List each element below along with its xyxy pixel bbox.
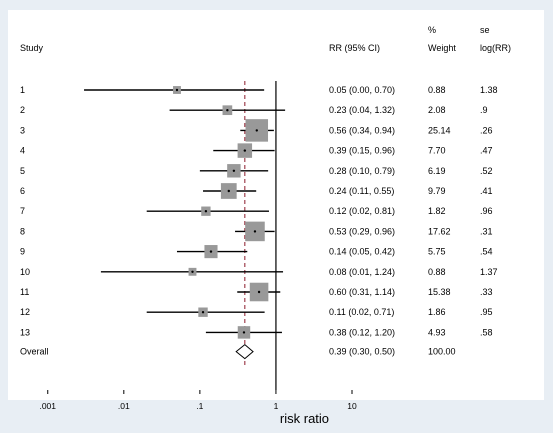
point-estimate — [257, 290, 261, 294]
x-tick-label: .01 — [118, 401, 130, 411]
weight-value: 17.62 — [428, 226, 451, 236]
se-value: .41 — [480, 186, 493, 196]
header-weight-percent: % — [428, 25, 436, 35]
rr-ci-value: 0.12 (0.02, 0.81) — [329, 206, 395, 216]
point-estimate — [201, 311, 205, 314]
header-weight: Weight — [428, 43, 456, 53]
weight-value: 7.70 — [428, 146, 446, 156]
study-label: 10 — [20, 267, 30, 277]
weight-value: 4.93 — [428, 327, 446, 337]
point-estimate — [226, 109, 229, 112]
study-label: 11 — [20, 287, 29, 297]
rr-ci-value: 0.08 (0.01, 1.24) — [329, 267, 395, 277]
rr-ci-value: 0.11 (0.02, 0.71) — [329, 307, 394, 317]
se-value: .54 — [480, 247, 493, 257]
se-value: 1.38 — [480, 85, 498, 95]
point-estimate — [175, 88, 179, 92]
overall-diamond — [235, 343, 254, 360]
header-rr: RR (95% CI) — [329, 43, 380, 53]
study-label: 8 — [20, 226, 25, 236]
point-estimate — [209, 250, 213, 253]
weight-value: 2.08 — [428, 105, 446, 115]
se-value: .31 — [480, 226, 493, 236]
study-label: 3 — [20, 125, 25, 135]
weight-value: 25.14 — [428, 125, 451, 135]
rr-ci-value: 0.14 (0.05, 0.42) — [329, 247, 395, 257]
se-value: .26 — [480, 125, 493, 135]
rr-ci-value: 0.56 (0.34, 0.94) — [329, 125, 395, 135]
x-tick-label: .001 — [39, 401, 56, 411]
x-tick-label: .1 — [196, 401, 203, 411]
weight-value: 6.19 — [428, 166, 446, 176]
se-value: .47 — [480, 146, 493, 156]
point-estimate — [242, 331, 246, 334]
se-value: .96 — [480, 206, 493, 216]
rr-ci-value: 0.05 (0.00, 0.70) — [329, 85, 395, 95]
weight-value: 0.88 — [428, 85, 446, 95]
overall-rr-ci: 0.39 (0.30, 0.50) — [329, 347, 395, 357]
weight-value: 1.86 — [428, 307, 446, 317]
se-value: 1.37 — [480, 267, 498, 277]
se-value: .95 — [480, 307, 493, 317]
rr-ci-value: 0.60 (0.31, 1.14) — [329, 287, 395, 297]
weight-value: 0.88 — [428, 267, 446, 277]
weight-value: 5.75 — [428, 247, 446, 257]
study-label: 9 — [20, 247, 25, 257]
weight-value: 1.82 — [428, 206, 446, 216]
point-estimate — [204, 210, 208, 213]
study-label: 6 — [20, 186, 25, 196]
x-tick-label: 10 — [347, 401, 357, 411]
rr-ci-value: 0.53 (0.29, 0.96) — [329, 226, 395, 236]
header-log-rr: log(RR) — [480, 43, 511, 53]
study-label: 7 — [20, 206, 25, 216]
study-label: 5 — [20, 166, 25, 176]
rr-ci-value: 0.38 (0.12, 1.20) — [329, 327, 395, 337]
weight-value: 15.38 — [428, 287, 451, 297]
point-estimate — [253, 230, 257, 233]
study-label: 4 — [20, 146, 25, 156]
overall-label: Overall — [20, 347, 49, 357]
point-estimate — [255, 129, 258, 132]
rr-ci-value: 0.24 (0.11, 0.55) — [329, 186, 394, 196]
point-estimate — [191, 270, 194, 273]
se-value: .52 — [480, 166, 493, 176]
x-axis-title: risk ratio — [280, 411, 329, 426]
study-label: 2 — [20, 105, 25, 115]
se-value: .33 — [480, 287, 493, 297]
point-estimate — [227, 189, 230, 193]
point-estimate — [243, 149, 247, 152]
study-label: 12 — [20, 307, 30, 317]
study-label: 13 — [20, 327, 30, 337]
rr-ci-value: 0.28 (0.10, 0.79) — [329, 166, 395, 176]
study-label: 1 — [20, 85, 25, 95]
weight-value: 9.79 — [428, 186, 446, 196]
rr-ci-value: 0.39 (0.15, 0.96) — [329, 146, 395, 156]
x-tick-label: 1 — [274, 401, 279, 411]
header-se: se — [480, 25, 490, 35]
overall-weight: 100.00 — [428, 347, 456, 357]
se-value: .9 — [480, 105, 488, 115]
point-estimate — [232, 169, 236, 172]
header-study: Study — [20, 43, 44, 53]
rr-ci-value: 0.23 (0.04, 1.32) — [329, 105, 395, 115]
se-value: .58 — [480, 327, 493, 337]
